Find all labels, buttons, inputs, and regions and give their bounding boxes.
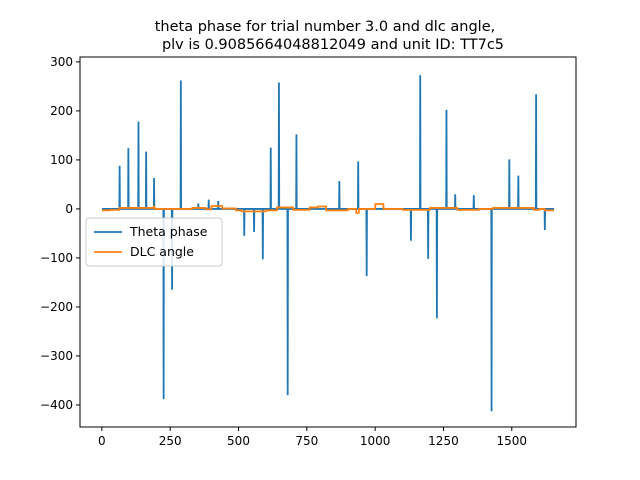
legend-label-theta-phase: Theta phase bbox=[129, 224, 208, 239]
legend: Theta phase DLC angle bbox=[85, 217, 223, 267]
x-tick-label: 750 bbox=[295, 434, 318, 448]
x-tick-label: 0 bbox=[98, 434, 106, 448]
legend-label-dlc-angle: DLC angle bbox=[130, 244, 194, 259]
x-axis: 0 250 500 750 1000 1250 1500 bbox=[98, 427, 527, 448]
plot-frame bbox=[79, 56, 577, 428]
chart-title-line-2: plv is 0.9085664048812049 and unit ID: T… bbox=[162, 37, 504, 53]
y-tick-label: −100 bbox=[40, 251, 73, 265]
y-tick-label: −400 bbox=[40, 398, 73, 412]
y-tick-label: −300 bbox=[40, 349, 73, 363]
y-axis: −400 −300 −200 −100 0 100 200 300 bbox=[40, 55, 80, 412]
x-tick-label: 1000 bbox=[360, 434, 391, 448]
y-tick-label: 200 bbox=[50, 104, 73, 118]
y-tick-label: −200 bbox=[40, 300, 73, 314]
x-tick-label: 250 bbox=[159, 434, 182, 448]
x-tick-label: 1250 bbox=[428, 434, 459, 448]
legend-box bbox=[85, 217, 223, 267]
chart-title-line-1: theta phase for trial number 3.0 and dlc… bbox=[155, 19, 496, 35]
y-tick-label: 100 bbox=[50, 153, 73, 167]
series-layer bbox=[101, 75, 555, 412]
series-line-dlc-angle bbox=[101, 203, 555, 214]
series-line-theta-phase bbox=[101, 75, 555, 412]
y-tick-label: 300 bbox=[50, 55, 73, 69]
y-tick-label: 0 bbox=[65, 202, 73, 216]
x-tick-label: 500 bbox=[227, 434, 250, 448]
x-tick-label: 1500 bbox=[497, 434, 528, 448]
